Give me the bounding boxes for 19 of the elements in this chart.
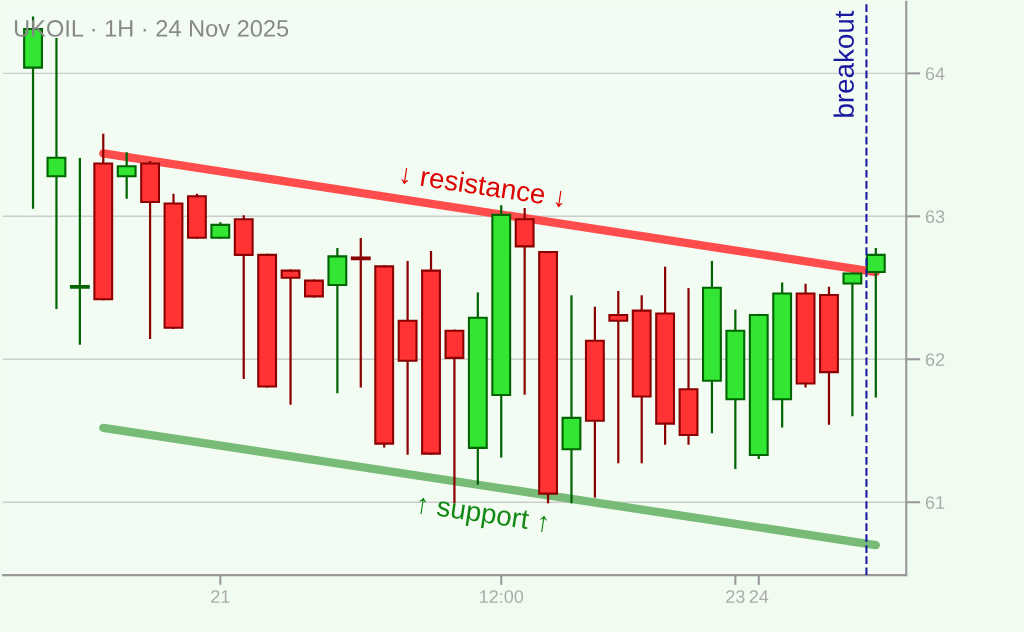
y-tick-label: 61: [925, 496, 945, 509]
candlestick: [116, 152, 137, 199]
annotation: ↓ resistance ↓: [401, 162, 565, 208]
x-tick-label: 12:00: [480, 590, 524, 603]
candlestick: [608, 290, 629, 464]
y-tick-label: 63: [925, 210, 945, 224]
annotation: ↑ support ↑: [417, 494, 548, 538]
candlestick: [69, 158, 90, 345]
candlestick: [350, 238, 371, 388]
y-tick-label: 62: [925, 353, 945, 366]
y-tick-label: 64: [925, 67, 945, 81]
annotation: breakout: [833, 10, 854, 117]
x-tick-label: 24: [749, 590, 769, 603]
candlestick: [280, 269, 301, 405]
candlestick: [865, 248, 886, 398]
candlestick: [842, 272, 863, 417]
x-tick-label: 23: [726, 590, 745, 603]
candlestick: [46, 37, 67, 309]
x-tick-label: 21: [211, 590, 230, 603]
